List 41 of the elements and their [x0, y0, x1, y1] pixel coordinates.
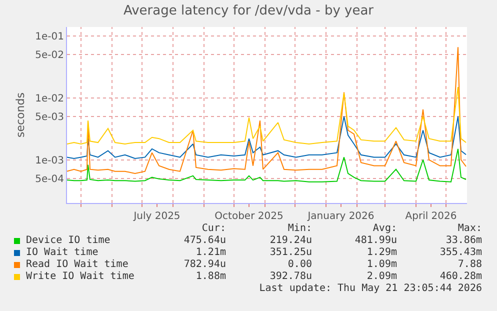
line-series	[67, 148, 466, 182]
legend-label: Write IO Wait time	[26, 271, 134, 282]
line-series	[67, 116, 466, 159]
text: Avg:	[372, 223, 397, 234]
line-series	[67, 46, 466, 174]
text: 1.29m	[366, 247, 397, 258]
text: 219.24u	[270, 235, 312, 246]
text: 7.88	[458, 259, 482, 270]
text: 351.25u	[270, 247, 312, 258]
y-tick-label: 5e-04	[35, 174, 64, 185]
legend-label: Read IO Wait time	[26, 259, 128, 270]
text: Cur:	[202, 223, 226, 234]
text: 1.88m	[196, 271, 226, 282]
x-tick-label: April 2026	[405, 211, 457, 222]
chart-title: Average latency for /dev/vda - by year	[123, 4, 374, 19]
x-tick-label: July 2025	[132, 211, 180, 222]
y-tick-label: 1e-01	[35, 32, 64, 43]
text: 392.78u	[270, 271, 312, 282]
text: 481.99u	[354, 235, 397, 246]
line-series	[67, 86, 466, 144]
legend-label: IO Wait time	[26, 247, 98, 258]
x-tick-label: October 2025	[214, 211, 284, 222]
text: Max:	[458, 223, 482, 234]
text: Min:	[288, 223, 312, 234]
text: 782.94u	[184, 259, 226, 270]
text: Last update: Thu May 21 23:05:44 2026	[259, 283, 482, 294]
y-tick-label: 1e-02	[35, 93, 64, 104]
y-axis-title: seconds	[14, 92, 27, 138]
text: 1.09m	[366, 259, 397, 270]
text: 2.09m	[366, 271, 397, 282]
text: 33.86m	[446, 235, 482, 246]
y-tick-label: 5e-03	[35, 112, 64, 124]
text: 460.28m	[440, 271, 482, 282]
text: 475.64u	[184, 235, 226, 246]
text: 0.00	[288, 259, 312, 270]
y-tick-label: 5e-02	[35, 50, 64, 62]
y-tick-label: 1e-03	[35, 155, 64, 166]
x-tick-label: January 2026	[306, 211, 374, 222]
text: 1.21m	[196, 247, 226, 258]
legend-label: Device IO time	[26, 235, 110, 246]
text: 355.43m	[440, 247, 482, 258]
